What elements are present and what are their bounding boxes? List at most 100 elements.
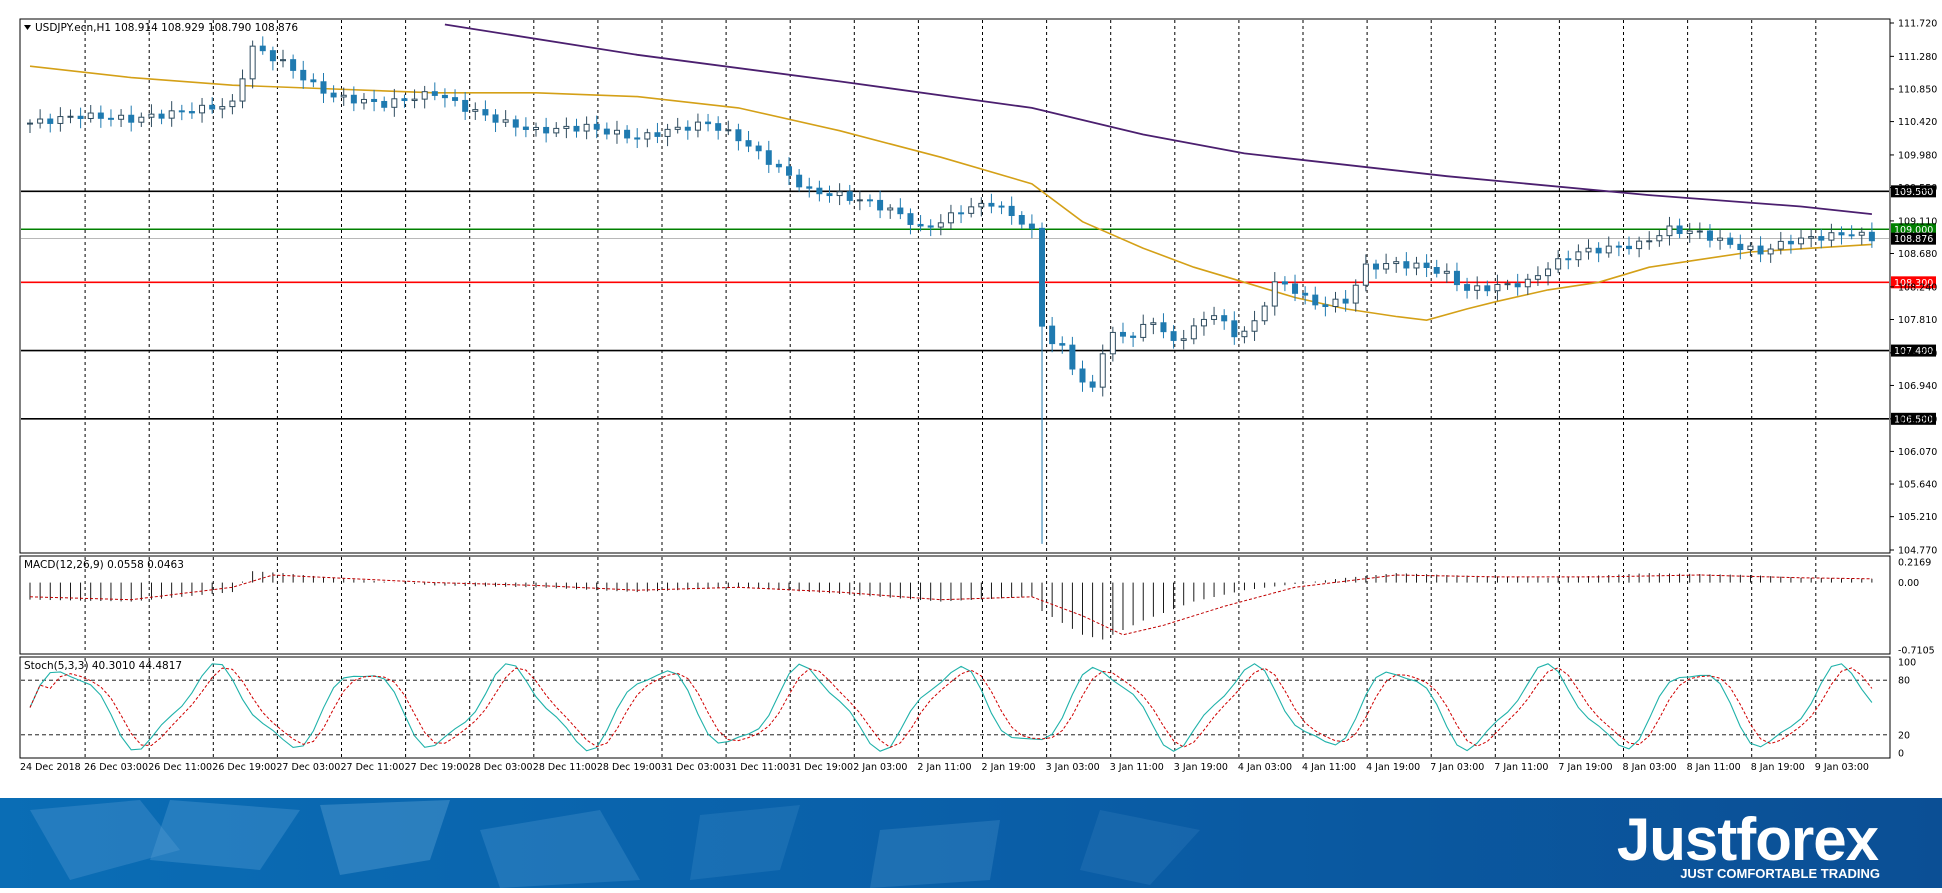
candle-body [229, 100, 236, 108]
candle-body [917, 223, 924, 227]
current-price-box [1891, 232, 1936, 245]
time-tick-label: 28 Dec 11:00 [533, 762, 597, 773]
candle-body [1504, 283, 1511, 286]
time-tick-label: 4 Jan 11:00 [1302, 762, 1356, 773]
candle-body [1059, 343, 1066, 346]
level-label-box [1891, 185, 1936, 198]
candle-body [947, 212, 954, 224]
candle-body [1828, 232, 1835, 241]
candle-body [1777, 240, 1784, 250]
candle-body [340, 94, 347, 98]
candle-body [1049, 325, 1056, 345]
time-tick-label: 3 Jan 11:00 [1110, 762, 1164, 773]
candle-body [533, 126, 540, 130]
time-tick-label: 24 Dec 2018 [20, 762, 81, 773]
candle-body [1089, 381, 1096, 388]
price-tick-label: 108.680 [1898, 249, 1937, 260]
candle-body [77, 115, 84, 119]
candle-body [1372, 263, 1379, 270]
candle-body [57, 116, 64, 124]
candle-body [199, 104, 206, 114]
candle-body [1130, 335, 1137, 338]
candle-body [290, 59, 297, 71]
candle-body [1545, 268, 1552, 277]
price-tick-label: 107.370 [1898, 348, 1937, 359]
candle-body [1494, 284, 1501, 292]
price-tick-label: 109.980 [1898, 150, 1937, 161]
candle-body [593, 123, 600, 130]
time-tick-label: 8 Jan 19:00 [1751, 762, 1805, 773]
time-tick-label: 3 Jan 19:00 [1174, 762, 1228, 773]
ma-slow-line [444, 23, 1872, 215]
candle-body [1241, 330, 1248, 338]
candle-body [441, 94, 448, 99]
candle-body [249, 45, 256, 80]
candle-body [1433, 267, 1440, 274]
candle-body [968, 206, 975, 214]
menu-triangle-icon[interactable] [24, 25, 31, 30]
current-price-label: 108.876 [1894, 234, 1933, 245]
candle-body [138, 116, 145, 123]
candle-body [613, 129, 620, 135]
candle-body [745, 140, 752, 147]
candle-body [1767, 248, 1774, 255]
level-label-box [1891, 276, 1936, 289]
candle-body [1140, 323, 1147, 338]
price-tick-label: 107.810 [1898, 315, 1937, 326]
candle-body [1555, 258, 1562, 270]
candle-body [664, 128, 671, 137]
candle-body [1069, 344, 1076, 370]
level-label: 106.500 [1894, 414, 1933, 425]
time-tick-label: 31 Dec 03:00 [661, 762, 725, 773]
time-tick-label: 27 Dec 03:00 [276, 762, 340, 773]
candle-body [118, 114, 125, 120]
candle-body [1393, 261, 1400, 265]
price-tick-label: 105.210 [1898, 512, 1937, 523]
price-tick-label: 110.420 [1898, 117, 1937, 128]
candle-body [1605, 245, 1612, 254]
candle-body [583, 123, 590, 132]
candle-body [1342, 298, 1349, 304]
candle-body [1615, 245, 1622, 248]
stoch-tick-label: 0 [1898, 749, 1904, 760]
time-tick-label: 8 Jan 03:00 [1623, 762, 1677, 773]
macd-series: 0.2169 0.00 -0.7105 [29, 558, 1935, 657]
candle-body [1484, 285, 1491, 292]
candle-body [1109, 331, 1116, 355]
time-tick-label: 8 Jan 11:00 [1687, 762, 1741, 773]
candle-body [209, 104, 216, 110]
candle-body [1575, 251, 1582, 261]
candle-body [543, 126, 550, 134]
candle-body [482, 109, 489, 116]
candle-body [634, 137, 641, 140]
candle-body [816, 187, 823, 195]
candle-body [371, 98, 378, 102]
candle-body [522, 126, 529, 130]
candle-body [1079, 368, 1086, 383]
candle-body [674, 126, 681, 130]
candle-body [1292, 283, 1299, 294]
price-title: USDJPY.ecn,H1 108.914 108.929 108.790 10… [35, 22, 298, 34]
candle-body [877, 199, 884, 211]
candle-body [1221, 315, 1228, 322]
candle-body [573, 125, 580, 132]
level-label: 109.500 [1894, 187, 1933, 198]
candle-body [1737, 243, 1744, 251]
time-tick-label: 26 Dec 19:00 [212, 762, 276, 773]
candle-body [705, 121, 712, 125]
stoch-tick-label: 80 [1898, 676, 1910, 687]
macd-signal-line [29, 574, 1872, 636]
candle-body [411, 98, 418, 102]
candle-body [1413, 262, 1420, 269]
candle-body [846, 191, 853, 201]
candle-body [927, 225, 934, 228]
candle-body [1190, 325, 1197, 340]
candle-body [958, 212, 965, 215]
candle-body [694, 121, 701, 131]
stoch-tick-label: 100 [1898, 658, 1916, 669]
candle-body [684, 126, 691, 131]
candle-body [624, 129, 631, 139]
candle-body [796, 174, 803, 188]
macd-tick-label: 0.00 [1898, 578, 1919, 589]
